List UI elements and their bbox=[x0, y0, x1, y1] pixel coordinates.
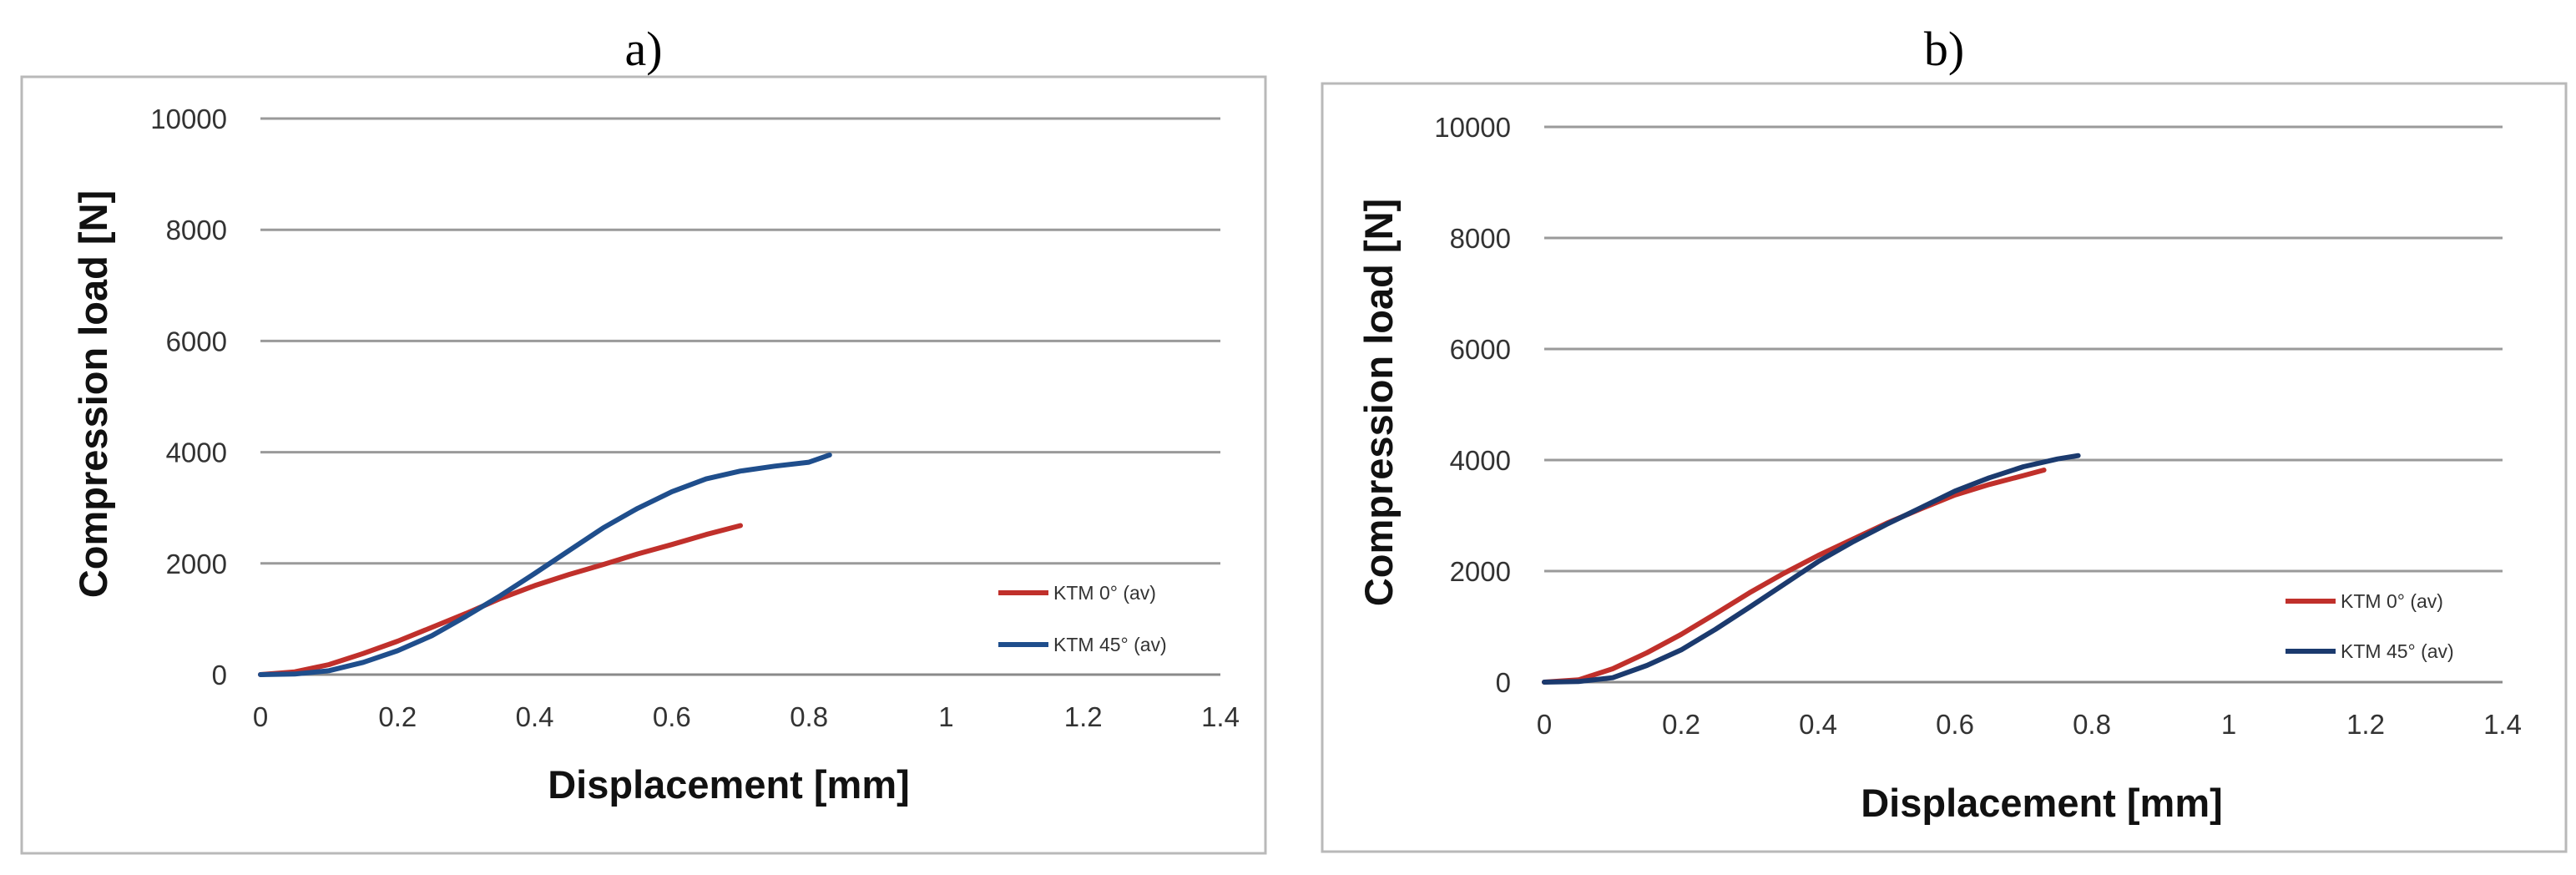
y-tick-label: 0 bbox=[1496, 667, 1511, 698]
panel-b-x-axis-title: Displacement [mm] bbox=[1861, 781, 2223, 825]
x-tick-label: 0.8 bbox=[790, 701, 828, 732]
y-tick-label: 8000 bbox=[166, 215, 227, 245]
y-tick-label: 6000 bbox=[1450, 334, 1511, 365]
panel-a-grid bbox=[260, 117, 1220, 676]
y-tick-label: 0 bbox=[212, 660, 227, 690]
panel-b: b) 0 2000 4000 6000 8000 10000 0 0.2 0.4 0.6 0.8 1… bbox=[1321, 22, 2568, 853]
panel-b-frame bbox=[1321, 82, 2568, 853]
panel-b-grid bbox=[1544, 125, 2503, 684]
y-tick-label: 10000 bbox=[1434, 112, 1511, 143]
panel-a-y-axis-title: Compression load [N] bbox=[71, 190, 115, 598]
x-tick-label: 1.2 bbox=[1064, 701, 1103, 732]
panel-a-y-ticks: 0 2000 4000 6000 8000 10000 bbox=[150, 104, 227, 690]
panel-b-legend: KTM 0° (av) KTM 45° (av) bbox=[2286, 590, 2454, 662]
y-tick-label: 2000 bbox=[166, 549, 227, 579]
x-tick-label: 1 bbox=[2221, 709, 2236, 740]
panel-b-title: b) bbox=[1924, 22, 1964, 76]
x-tick-label: 0.6 bbox=[1936, 709, 1974, 740]
panel-a-legend: KTM 0° (av) KTM 45° (av) bbox=[998, 582, 1167, 655]
panel-a-series bbox=[258, 452, 832, 677]
legend-label-ktm-0: KTM 0° (av) bbox=[2341, 590, 2443, 612]
x-tick-label: 1.2 bbox=[2346, 709, 2385, 740]
x-tick-label: 0 bbox=[1537, 709, 1552, 740]
y-tick-label: 8000 bbox=[1450, 223, 1511, 254]
panel-b-y-axis-title: Compression load [N] bbox=[1356, 199, 1401, 606]
panel-a-x-axis-title: Displacement [mm] bbox=[548, 762, 910, 807]
y-tick-label: 2000 bbox=[1450, 556, 1511, 587]
panel-b-y-ticks: 0 2000 4000 6000 8000 10000 bbox=[1434, 112, 1511, 698]
x-tick-label: 0.2 bbox=[1662, 709, 1700, 740]
y-tick-label: 4000 bbox=[166, 438, 227, 468]
x-tick-label: 0.2 bbox=[378, 701, 417, 732]
x-tick-label: 1 bbox=[938, 701, 953, 732]
series-line-ktm-0 bbox=[1542, 468, 2047, 685]
y-tick-label: 4000 bbox=[1450, 445, 1511, 476]
panel-a-x-ticks: 0 0.2 0.4 0.6 0.8 1 1.2 1.4 bbox=[253, 701, 1240, 732]
legend-label-ktm-45: KTM 45° (av) bbox=[2341, 640, 2454, 662]
x-tick-label: 0 bbox=[253, 701, 268, 732]
x-tick-label: 0.8 bbox=[2073, 709, 2111, 740]
x-tick-label: 1.4 bbox=[1201, 701, 1240, 732]
x-tick-label: 0.4 bbox=[516, 701, 554, 732]
x-tick-label: 1.4 bbox=[2483, 709, 2522, 740]
panel-b-series bbox=[1542, 453, 2081, 685]
y-tick-label: 10000 bbox=[150, 104, 227, 134]
legend-label-ktm-45: KTM 45° (av) bbox=[1053, 634, 1167, 655]
x-tick-label: 0.6 bbox=[653, 701, 691, 732]
series-line-ktm-45 bbox=[258, 452, 832, 677]
x-tick-label: 0.4 bbox=[1799, 709, 1837, 740]
panel-a-frame bbox=[20, 75, 1267, 855]
panel-a-title: a) bbox=[624, 22, 662, 76]
y-tick-label: 6000 bbox=[166, 326, 227, 357]
legend-label-ktm-0: KTM 0° (av) bbox=[1053, 582, 1156, 604]
panel-b-x-ticks: 0 0.2 0.4 0.6 0.8 1 1.2 1.4 bbox=[1537, 709, 2522, 740]
series-line-ktm-45 bbox=[1542, 453, 2081, 685]
panel-a: a) 0 2000 4000 6000 8000 10000 0 0.2 0.4 0.6 0.8 1… bbox=[20, 22, 1267, 855]
